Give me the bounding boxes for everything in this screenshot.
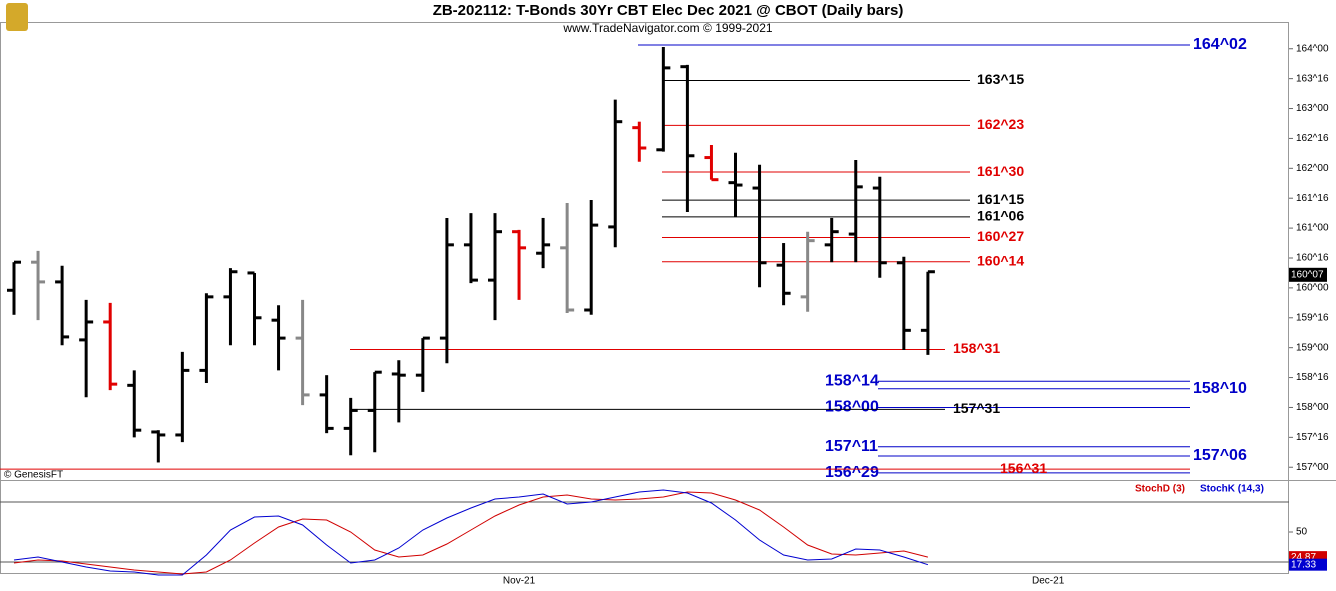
level-label: 156^31 <box>1000 460 1047 476</box>
chart-subtitle: www.TradeNavigator.com © 1999-2021 <box>562 21 772 35</box>
y-tick-label: 164^00 <box>1296 43 1329 54</box>
x-tick-label: Dec-21 <box>1032 576 1065 587</box>
stoch-line <box>13 491 929 575</box>
last-value-box <box>1289 558 1327 571</box>
y-tick-label: 162^16 <box>1296 133 1329 144</box>
level-label: 157^11 <box>825 438 878 455</box>
y-tick-label: 159^00 <box>1296 342 1329 353</box>
last-price-box <box>1289 267 1327 282</box>
y-tick-label: 159^16 <box>1296 312 1329 323</box>
last-price-label: 160^07 <box>1291 269 1324 280</box>
y-tick-label: 160^16 <box>1296 253 1329 264</box>
y-tick-label: 161^16 <box>1296 193 1329 204</box>
level-label: 161^15 <box>977 191 1024 207</box>
level-label: 158^10 <box>1193 380 1247 397</box>
level-label: 158^14 <box>825 373 879 390</box>
legend-label: StochD (3) <box>1135 484 1185 495</box>
level-label: 161^30 <box>977 163 1024 179</box>
y-tick-label: 158^16 <box>1296 372 1329 383</box>
y-tick-label: 50 <box>1296 527 1308 538</box>
level-label: 161^06 <box>977 208 1024 224</box>
y-tick-label: 160^00 <box>1296 283 1329 294</box>
y-tick-label: 163^00 <box>1296 103 1329 114</box>
chart-title: ZB-202112: T-Bonds 30Yr CBT Elec Dec 202… <box>433 2 904 19</box>
level-label: 158^31 <box>953 340 1000 356</box>
legend-label: StochK (14,3) <box>1200 484 1264 495</box>
last-value-label: 24.87 <box>1291 552 1316 563</box>
stoch-line <box>13 489 929 576</box>
x-tick-label: Nov-21 <box>503 576 536 587</box>
level-label: 162^23 <box>977 116 1024 132</box>
level-label: 156^29 <box>825 464 879 481</box>
y-tick-label: 163^16 <box>1296 73 1329 84</box>
source-label: © GenesisFT <box>4 470 63 481</box>
level-label: 164^02 <box>1193 36 1247 53</box>
level-label: 160^14 <box>977 252 1024 268</box>
level-label: 160^27 <box>977 228 1024 244</box>
y-tick-label: 162^00 <box>1296 163 1329 174</box>
logo <box>6 3 28 31</box>
level-label: 158^00 <box>825 399 879 416</box>
last-value-label: 17.33 <box>1291 559 1316 570</box>
y-tick-label: 161^00 <box>1296 223 1329 234</box>
plot-frame <box>0 22 1289 574</box>
level-label: 157^06 <box>1193 447 1247 464</box>
y-tick-label: 157^00 <box>1296 462 1329 473</box>
level-label: 157^31 <box>953 400 1000 416</box>
y-tick-label: 157^16 <box>1296 432 1329 443</box>
y-tick-label: 158^00 <box>1296 402 1329 413</box>
level-label: 163^15 <box>977 71 1024 87</box>
